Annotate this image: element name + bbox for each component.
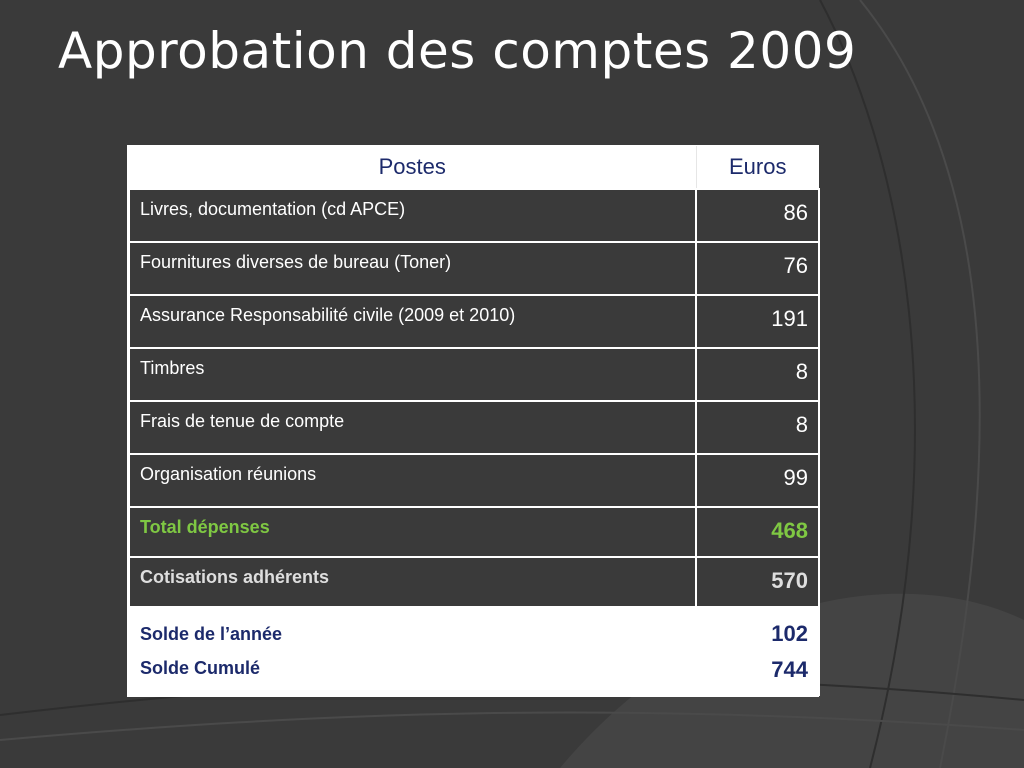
slide-title: Approbation des comptes 2009 (58, 22, 857, 80)
row-value: 76 (695, 241, 820, 296)
row-value: 8 (695, 400, 820, 455)
table-row: Assurance Responsabilité civile (2009 et… (128, 294, 820, 349)
row-label: Frais de tenue de compte (128, 400, 697, 455)
row-value: 8 (695, 347, 820, 402)
balance-cumul-label: Solde Cumulé (140, 658, 261, 678)
header-postes: Postes (129, 146, 696, 189)
table-row: Fournitures diverses de bureau (Toner) 7… (128, 241, 820, 296)
row-label: Assurance Responsabilité civile (2009 et… (128, 294, 697, 349)
income-label: Cotisations adhérents (128, 556, 697, 608)
row-value: 86 (695, 188, 820, 243)
income-value: 570 (695, 556, 820, 608)
balance-year-value: 102 (771, 621, 808, 646)
row-label: Timbres (128, 347, 697, 402)
balance-values: 102 744 (695, 606, 820, 696)
total-row: Total dépenses 468 (128, 506, 820, 558)
total-label: Total dépenses (128, 506, 697, 558)
header-euros: Euros (695, 146, 819, 189)
row-label: Fournitures diverses de bureau (Toner) (128, 241, 697, 296)
row-value: 191 (695, 294, 820, 349)
table-row: Frais de tenue de compte 8 (128, 400, 820, 455)
balance-year-label: Solde de l’année (140, 624, 283, 644)
accounts-table: Postes Euros Livres, documentation (cd A… (128, 146, 820, 696)
row-value: 99 (695, 453, 820, 508)
income-row: Cotisations adhérents 570 (128, 556, 820, 608)
row-label: Livres, documentation (cd APCE) (128, 188, 697, 243)
table-row: Timbres 8 (128, 347, 820, 402)
table-header-row: Postes Euros (129, 146, 819, 189)
balance-cumul-value: 744 (771, 657, 808, 682)
row-label: Organisation réunions (128, 453, 697, 508)
balance-labels: Solde de l’année Solde Cumulé (128, 606, 697, 696)
balance-row: Solde de l’année Solde Cumulé 102 744 (128, 606, 820, 696)
table-row: Organisation réunions 99 (128, 453, 820, 508)
total-value: 468 (695, 506, 820, 558)
accounts-table-container: Postes Euros Livres, documentation (cd A… (127, 145, 820, 697)
table-row: Livres, documentation (cd APCE) 86 (128, 188, 820, 243)
